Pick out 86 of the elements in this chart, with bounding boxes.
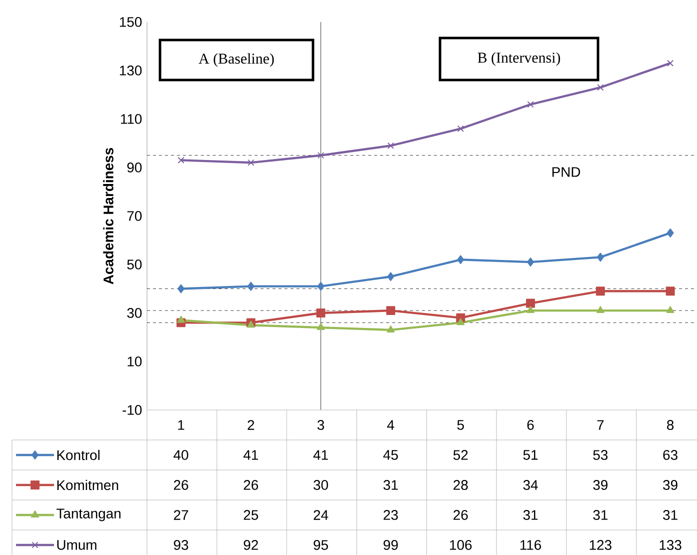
data-label: 92 bbox=[244, 540, 258, 550]
data-label: 28 bbox=[454, 480, 468, 490]
data-label: 39 bbox=[663, 480, 678, 490]
y-tick-label: 70 bbox=[127, 211, 142, 221]
y-tick-label: 110 bbox=[120, 114, 142, 124]
data-label: 116 bbox=[520, 540, 542, 550]
data-label: 63 bbox=[663, 450, 678, 460]
y-tick-label: 130 bbox=[120, 66, 142, 76]
point bbox=[527, 101, 534, 108]
data-label: 51 bbox=[523, 450, 538, 460]
data-label: 26 bbox=[244, 480, 258, 490]
data-label: 31 bbox=[593, 510, 608, 520]
data-label: 25 bbox=[244, 510, 258, 520]
data-label: 133 bbox=[660, 540, 682, 550]
data-label: 26 bbox=[454, 510, 468, 520]
point bbox=[526, 306, 534, 314]
y-tick-label: 30 bbox=[127, 308, 142, 318]
point bbox=[316, 308, 326, 318]
y-tick-label: -10 bbox=[122, 405, 142, 415]
point bbox=[666, 306, 674, 314]
point bbox=[387, 142, 394, 149]
data-label: 123 bbox=[590, 540, 612, 550]
point bbox=[246, 320, 255, 328]
x-tick-label: 5 bbox=[457, 420, 464, 430]
data-label: 106 bbox=[450, 540, 472, 550]
data-label: 23 bbox=[384, 510, 398, 520]
x-tick-label: 8 bbox=[667, 420, 674, 430]
data-label: 31 bbox=[523, 510, 538, 520]
data-label: 40 bbox=[174, 450, 188, 460]
data-label: 26 bbox=[174, 480, 188, 490]
data-label: 45 bbox=[383, 450, 398, 460]
legend-label: Umum bbox=[57, 540, 96, 550]
point bbox=[317, 282, 324, 291]
point bbox=[666, 60, 674, 67]
point bbox=[386, 325, 395, 332]
point bbox=[666, 286, 675, 296]
point bbox=[177, 316, 185, 323]
legend-label: Komitmen bbox=[57, 480, 118, 490]
x-tick-label: 6 bbox=[527, 420, 534, 430]
y-tick-label: 90 bbox=[127, 162, 142, 172]
point bbox=[596, 286, 605, 296]
point bbox=[457, 255, 464, 264]
data-label: 99 bbox=[384, 540, 398, 550]
data-label: 31 bbox=[663, 510, 678, 520]
annotation: A (Baseline) bbox=[198, 53, 274, 67]
data-label: 53 bbox=[593, 450, 608, 460]
point bbox=[248, 159, 254, 166]
data-label: 30 bbox=[314, 480, 328, 490]
data-label: 41 bbox=[313, 450, 328, 460]
point bbox=[316, 323, 325, 330]
point bbox=[596, 252, 604, 262]
x-tick-label: 3 bbox=[317, 420, 324, 430]
y-tick-label: 150 bbox=[120, 17, 142, 27]
legend-label: Tantangan bbox=[56, 508, 120, 522]
x-tick-label: 1 bbox=[178, 420, 184, 430]
point bbox=[178, 156, 184, 164]
point bbox=[526, 298, 535, 308]
data-label: 41 bbox=[243, 450, 258, 460]
point bbox=[597, 84, 604, 91]
data-label: 95 bbox=[314, 540, 328, 550]
point bbox=[456, 318, 465, 326]
x-tick-label: 7 bbox=[597, 420, 604, 430]
point bbox=[527, 258, 534, 267]
data-label: 52 bbox=[453, 450, 468, 460]
point bbox=[247, 282, 254, 291]
point bbox=[317, 152, 324, 159]
x-tick-label: 4 bbox=[387, 420, 394, 430]
data-label: 31 bbox=[383, 480, 398, 490]
point bbox=[666, 228, 674, 238]
y-axis-title: Academic Hardiness bbox=[103, 148, 114, 284]
legend-label: Kontrol bbox=[57, 450, 100, 460]
data-label: 34 bbox=[523, 480, 538, 490]
point bbox=[596, 306, 604, 314]
point bbox=[178, 284, 184, 294]
x-tick-label: 2 bbox=[248, 420, 254, 430]
y-tick-label: 10 bbox=[128, 356, 142, 366]
data-label: 24 bbox=[314, 510, 328, 520]
data-label: 39 bbox=[593, 480, 608, 490]
point bbox=[457, 125, 464, 132]
data-label: 93 bbox=[174, 540, 188, 550]
data-label: 27 bbox=[174, 510, 188, 520]
annotation: B (Intervensi) bbox=[478, 52, 560, 66]
point bbox=[386, 306, 396, 316]
annotation: PND bbox=[552, 167, 580, 177]
point bbox=[387, 272, 394, 282]
y-tick-label: 50 bbox=[127, 260, 142, 270]
